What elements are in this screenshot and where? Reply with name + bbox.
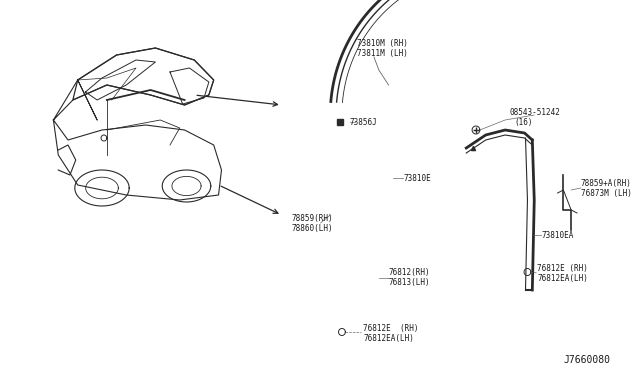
Text: 78859(RH): 78859(RH) xyxy=(291,214,333,222)
Text: J7660080: J7660080 xyxy=(563,355,610,365)
Text: 76812E  (RH): 76812E (RH) xyxy=(364,324,419,333)
Text: 76812(RH): 76812(RH) xyxy=(388,267,430,276)
Text: 78859+A(RH): 78859+A(RH) xyxy=(581,179,632,187)
Text: 73810M (RH): 73810M (RH) xyxy=(358,38,408,48)
Text: 76813(LH): 76813(LH) xyxy=(388,278,430,286)
Text: 73811M (LH): 73811M (LH) xyxy=(358,48,408,58)
Text: 76812E (RH): 76812E (RH) xyxy=(537,263,588,273)
Text: 73810EA: 73810EA xyxy=(541,231,573,240)
Text: 78860(LH): 78860(LH) xyxy=(291,224,333,232)
Text: 08543-51242: 08543-51242 xyxy=(510,108,561,116)
Text: 76873M (LH): 76873M (LH) xyxy=(581,189,632,198)
Text: 76812EA(LH): 76812EA(LH) xyxy=(364,334,414,343)
Text: 73856J: 73856J xyxy=(349,118,378,126)
Text: 76812EA(LH): 76812EA(LH) xyxy=(537,273,588,282)
Text: (16): (16) xyxy=(515,118,533,126)
Text: 73810E: 73810E xyxy=(403,173,431,183)
